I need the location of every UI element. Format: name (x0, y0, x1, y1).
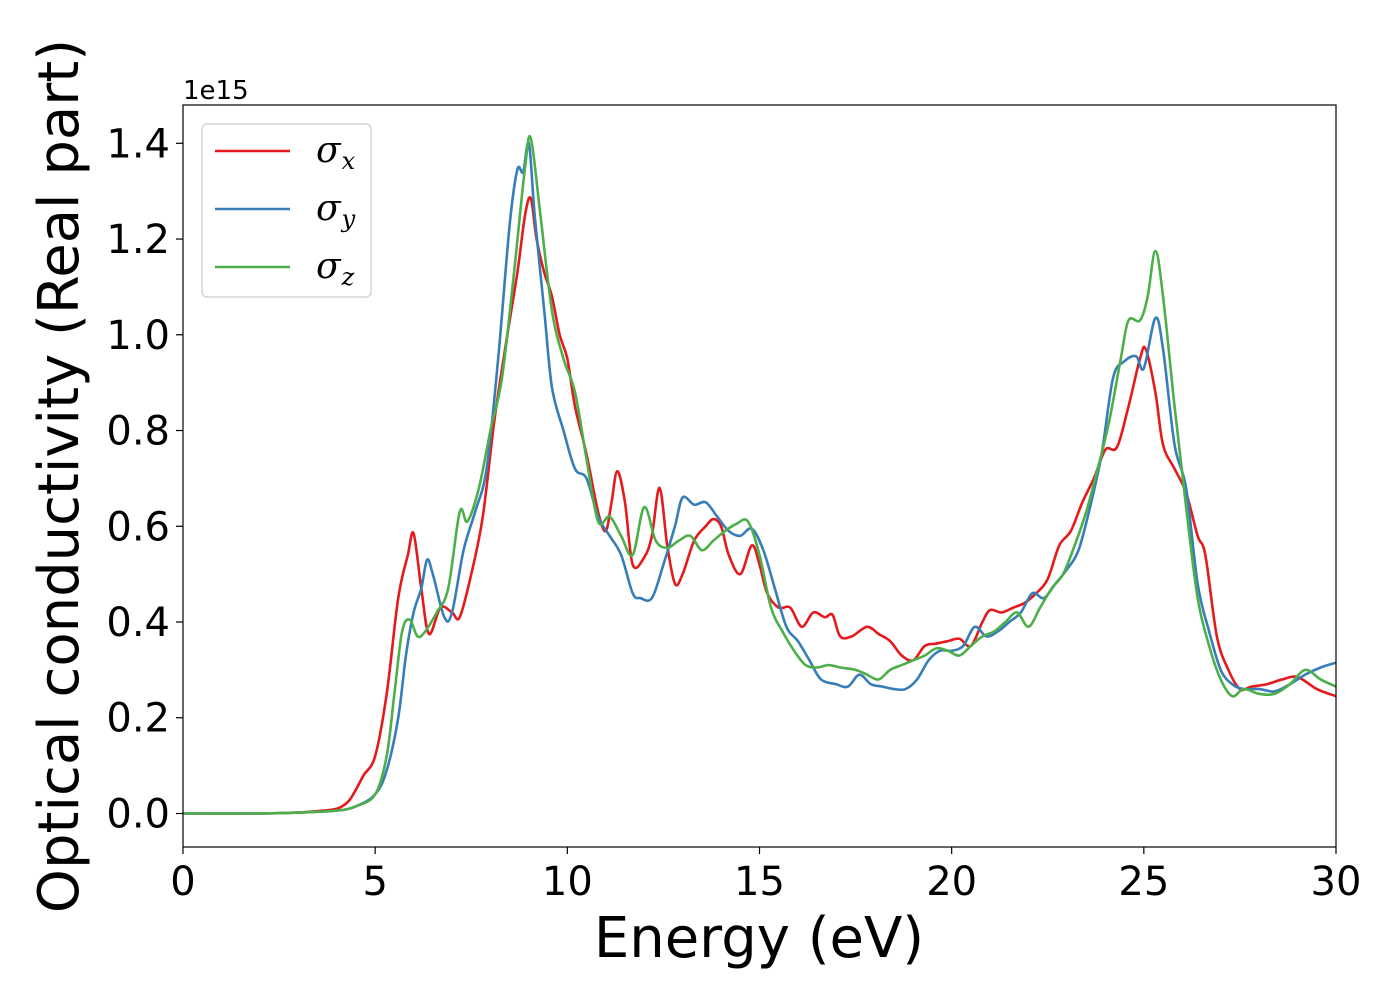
y-axis: 0.0 0.2 0.4 0.6 0.8 1.0 1.2 1.4 (106, 121, 183, 837)
x-tick-label: 15 (734, 859, 785, 905)
legend-label-x: σx (316, 130, 356, 175)
x-axis: 0 5 10 15 20 25 30 (170, 847, 1361, 905)
series-line-z (183, 135, 1336, 815)
y-tick-label: 1.0 (106, 313, 170, 359)
y-tick-label: 0.0 (106, 791, 170, 837)
x-tick-label: 10 (542, 859, 593, 905)
legend-label-z: σz (316, 246, 355, 291)
series-line-y (183, 140, 1336, 815)
y-tick-label: 0.6 (106, 504, 170, 550)
y-offset-label: 1e15 (183, 76, 249, 106)
legend-label-y: σy (316, 188, 356, 233)
y-tick-label: 0.2 (106, 696, 170, 742)
y-tick-label: 1.2 (106, 217, 170, 263)
x-tick-label: 20 (926, 859, 977, 905)
x-tick-label: 30 (1311, 859, 1362, 905)
legend-box (201, 123, 372, 298)
y-tick-label: 1.4 (106, 121, 170, 167)
series-line-x (183, 196, 1336, 815)
series-layer (183, 135, 1336, 815)
y-tick-label: 0.8 (106, 409, 170, 455)
x-tick-label: 0 (170, 859, 195, 905)
legend: σx σy σz (201, 123, 372, 298)
x-tick-label: 5 (362, 859, 387, 905)
x-axis-title: Energy (eV) (594, 906, 924, 971)
y-tick-label: 0.4 (106, 600, 170, 646)
x-tick-label: 25 (1118, 859, 1169, 905)
y-axis-title: Optical conductivity (Real part) (27, 39, 92, 913)
